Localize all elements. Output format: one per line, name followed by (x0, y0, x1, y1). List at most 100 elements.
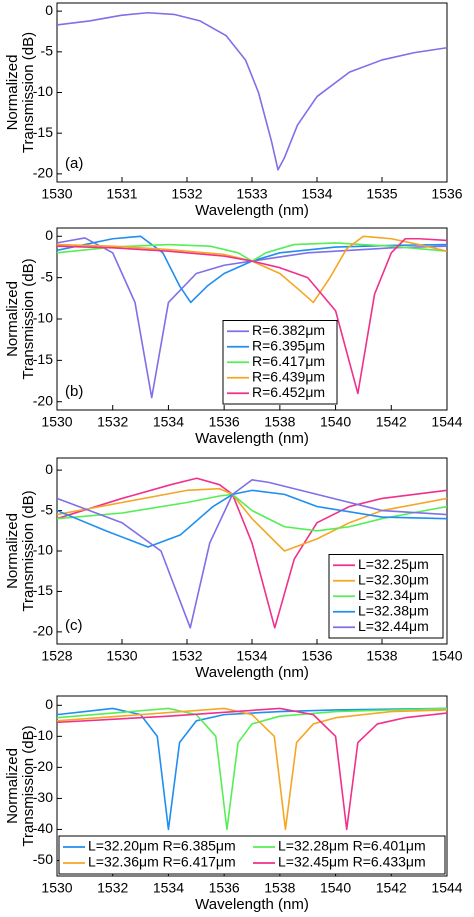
x-tick-label: 1542 (376, 414, 407, 430)
x-tick-label: 1534 (153, 414, 184, 430)
x-tick-label: 1530 (41, 880, 72, 896)
x-tick-label: 1534 (301, 186, 332, 202)
y-tick-label: 0 (45, 227, 53, 243)
series-group (57, 11, 447, 171)
line-series (57, 479, 447, 629)
x-tick-label: 1534 (153, 880, 184, 896)
legend-label: R=6.395μm (252, 337, 325, 353)
line-series (57, 235, 447, 304)
y-tick-label: -5 (41, 268, 54, 284)
line-series (57, 237, 447, 399)
legend-label: L=32.20μm R=6.385μm (88, 838, 236, 854)
y-tick-label: -5 (41, 501, 54, 517)
legend: R=6.382μmR=6.395μmR=6.417μmR=6.439μmR=6.… (222, 320, 338, 405)
x-tick-label: 1542 (376, 880, 407, 896)
y-tick-label: -10 (33, 310, 53, 326)
legend: L=32.20μm R=6.385μm L=32.28μm R=6.401μmL=… (58, 835, 446, 875)
y-tick-label: -10 (33, 727, 53, 743)
y-tick-label: -5 (41, 43, 54, 59)
legend-box (58, 835, 446, 875)
panel: 1528 1530 1532 1534 1536 1538 1540 0 -5 -10 -15 -20… (4, 457, 463, 681)
y-axis-label: Normalized (4, 748, 21, 824)
legend-label: L=32.45μm R=6.433μm (278, 854, 426, 870)
legend-label: L=32.28μm R=6.401μm (278, 838, 426, 854)
line-series (57, 707, 447, 831)
x-tick-label: 1530 (41, 414, 72, 430)
x-tick-label: 1535 (366, 186, 397, 202)
y-tick-label: -15 (33, 582, 53, 598)
panel: 1530 1531 1532 1533 1534 1535 1536 0 -5 -10 -15 -20… (4, 2, 463, 219)
x-tick-label: 1528 (41, 648, 72, 664)
x-tick-label: 1538 (264, 880, 295, 896)
y-tick-label: -20 (33, 758, 53, 774)
x-tick-label: 1532 (97, 414, 128, 430)
series-group (57, 477, 447, 629)
x-tick-label: 1531 (106, 186, 137, 202)
x-tick-label: 1536 (431, 186, 462, 202)
series-group (57, 235, 447, 399)
legend-label: L=32.44μm (358, 618, 429, 634)
legend-label: L=32.38μm (358, 602, 429, 618)
x-tick-label: 1532 (97, 880, 128, 896)
x-tick-label: 1530 (41, 186, 72, 202)
y-tick-label: -20 (33, 165, 53, 181)
legend-label: R=6.452μm (252, 384, 325, 400)
x-tick-label: 1544 (431, 414, 462, 430)
y-tick-label: -15 (33, 351, 53, 367)
x-tick-label: 1544 (431, 880, 462, 896)
y-axis-label: Transmission (dB) (20, 725, 37, 846)
x-tick-label: 1538 (264, 414, 295, 430)
x-tick-label: 1540 (320, 880, 351, 896)
legend-label: L=32.30μm (358, 571, 429, 587)
plot-frame (56, 2, 448, 183)
y-tick-label: -10 (33, 83, 53, 99)
x-tick-label: 1536 (301, 648, 332, 664)
y-tick-label: -20 (33, 392, 53, 408)
x-tick-label: 1536 (209, 414, 240, 430)
panel-label: (a) (65, 155, 83, 172)
legend-label: R=6.417μm (252, 353, 325, 369)
x-tick-label: 1540 (320, 414, 351, 430)
y-axis-label: Normalized (4, 281, 21, 357)
line-series (57, 487, 447, 552)
series-group (57, 707, 447, 831)
legend-label: L=32.25μm (358, 556, 429, 572)
y-tick-label: -30 (33, 789, 53, 805)
line-series (57, 235, 447, 304)
x-axis-label: Wavelength (nm) (195, 202, 309, 219)
line-series (57, 11, 447, 171)
panel: 1530 1532 1534 1536 1538 1540 1542 1544 0 -5 -10 -1… (4, 227, 463, 447)
y-tick-label: -50 (33, 851, 53, 867)
x-tick-label: 1533 (236, 186, 267, 202)
y-tick-label: -15 (33, 124, 53, 140)
x-tick-label: 1532 (171, 186, 202, 202)
y-tick-label: -20 (33, 623, 53, 639)
y-axis-label: Transmission (dB) (20, 258, 37, 379)
x-tick-label: 1538 (366, 648, 397, 664)
x-tick-label: 1534 (236, 648, 267, 664)
legend-label: L=32.34μm (358, 587, 429, 603)
x-tick-label: 1532 (171, 648, 202, 664)
line-series (57, 237, 447, 395)
y-tick-label: 0 (45, 2, 53, 18)
line-series (57, 477, 447, 629)
legend-label: R=6.382μm (252, 322, 325, 338)
x-tick-label: 1530 (106, 648, 137, 664)
line-series (57, 707, 447, 831)
line-series (57, 707, 447, 831)
panel: 1530 1532 1534 1536 1538 1540 1542 1544 0 -10 -20 -… (4, 695, 463, 913)
y-axis-label: Normalized (4, 513, 21, 589)
x-axis-label: Wavelength (nm) (195, 896, 309, 913)
line-series (57, 493, 447, 532)
y-tick-label: -40 (33, 820, 53, 836)
legend-label: L=32.36μm R=6.417μm (88, 854, 236, 870)
y-axis-label: Normalized (4, 55, 21, 131)
y-tick-label: 0 (45, 696, 53, 712)
y-axis-label: Transmission (dB) (20, 32, 37, 153)
panel-label: (b) (65, 383, 83, 400)
line-series (57, 707, 447, 831)
legend: L=32.25μmL=32.30μmL=32.34μmL=32.38μmL=32… (328, 554, 444, 639)
y-axis-label: Transmission (dB) (20, 490, 37, 611)
x-axis-label: Wavelength (nm) (195, 430, 309, 447)
